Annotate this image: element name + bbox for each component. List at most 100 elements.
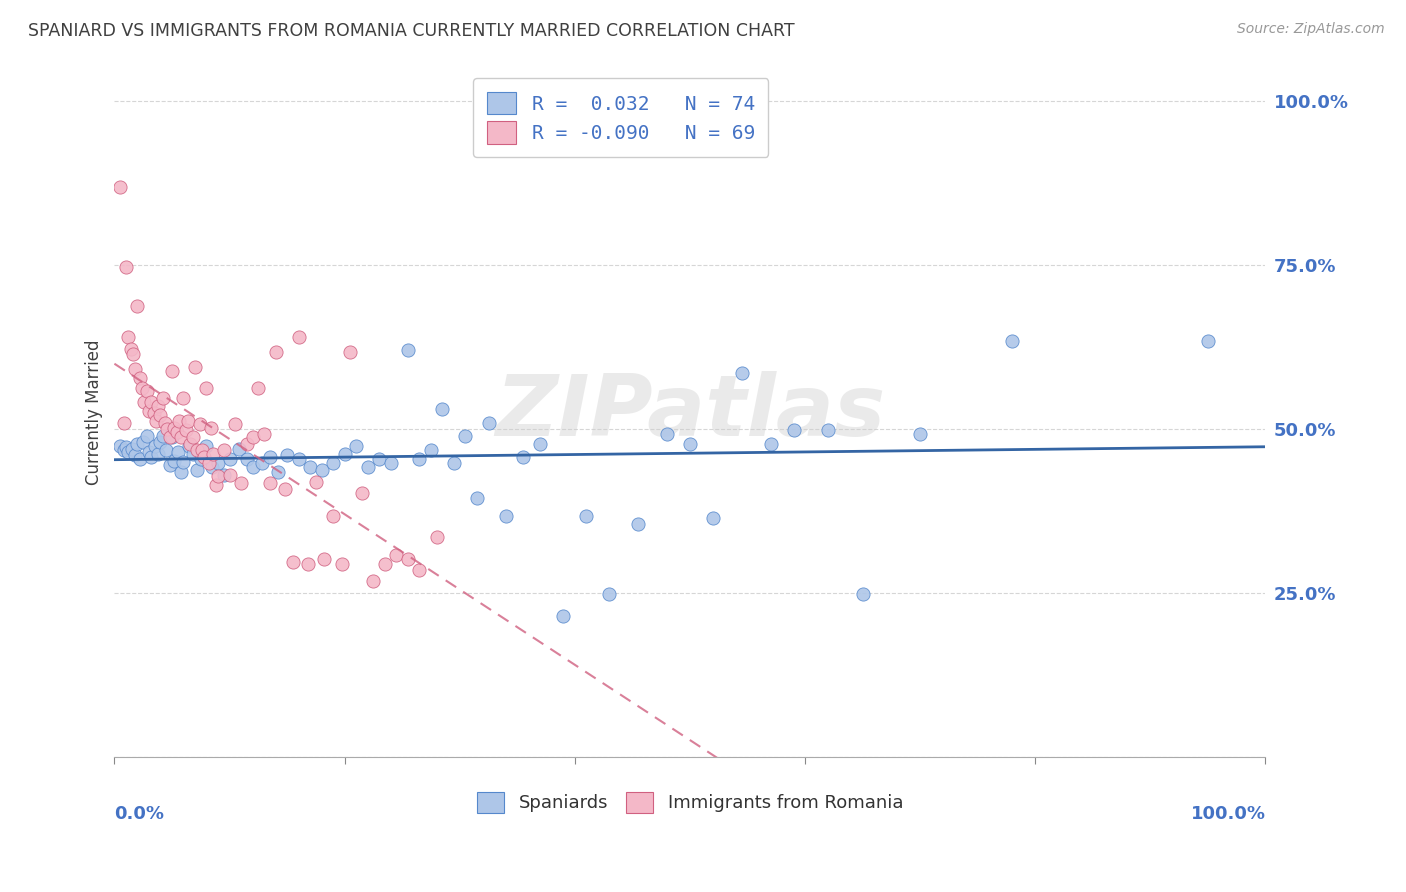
Point: [908, 427, 931, 442]
Point: [195, 382, 218, 396]
Text: SPANIARD VS IMMIGRANTS FROM ROMANIA CURRENTLY MARRIED CORRELATION CHART: SPANIARD VS IMMIGRANTS FROM ROMANIA CURR…: [28, 22, 794, 40]
Point: [229, 475, 252, 490]
Point: [202, 447, 225, 461]
Point: [731, 367, 754, 381]
Point: [305, 475, 328, 489]
Point: [132, 435, 155, 450]
Point: [264, 344, 287, 359]
Point: [408, 563, 430, 577]
Point: [374, 557, 396, 571]
Point: [128, 451, 150, 466]
Point: [146, 399, 169, 413]
Point: [218, 468, 240, 483]
Point: [166, 445, 188, 459]
Point: [627, 517, 650, 532]
Point: [495, 508, 517, 523]
Point: [356, 460, 378, 475]
Point: [152, 391, 174, 405]
Point: [108, 438, 131, 452]
Point: [1001, 334, 1024, 348]
Point: [236, 451, 259, 466]
Point: [141, 450, 163, 464]
Point: [242, 460, 264, 475]
Point: [184, 359, 207, 374]
Point: [174, 424, 197, 438]
Point: [236, 436, 259, 450]
Point: [179, 438, 201, 452]
Point: [1197, 334, 1219, 348]
Point: [201, 460, 224, 475]
Point: [512, 450, 534, 464]
Point: [121, 347, 143, 361]
Point: [186, 443, 208, 458]
Point: [322, 456, 344, 470]
Point: [108, 179, 131, 194]
Point: [250, 456, 273, 470]
Point: [166, 425, 188, 440]
Point: [432, 402, 454, 417]
Text: 100.0%: 100.0%: [1191, 805, 1265, 823]
Point: [477, 416, 499, 430]
Point: [454, 428, 477, 442]
Point: [350, 486, 373, 500]
Point: [124, 361, 146, 376]
Point: [420, 443, 443, 458]
Point: [465, 491, 488, 505]
Point: [702, 510, 724, 524]
Point: [655, 427, 678, 442]
Point: [156, 422, 179, 436]
Point: [181, 430, 204, 444]
Point: [179, 436, 201, 450]
Point: [153, 416, 176, 430]
Point: [385, 548, 408, 562]
Point: [135, 384, 157, 398]
Point: [124, 448, 146, 462]
Point: [299, 460, 322, 475]
Point: [311, 463, 333, 477]
Point: [228, 442, 250, 456]
Point: [322, 508, 344, 523]
Point: [170, 430, 193, 444]
Point: [141, 394, 163, 409]
Point: [242, 430, 264, 444]
Point: [259, 450, 281, 464]
Point: [363, 574, 385, 589]
Point: [120, 342, 142, 356]
Point: [149, 408, 172, 422]
Point: [575, 508, 598, 523]
Point: [287, 330, 309, 344]
Point: [155, 443, 177, 458]
Point: [191, 443, 214, 458]
Point: [759, 436, 782, 450]
Point: [224, 417, 246, 431]
Legend: Spaniards, Immigrants from Romania: Spaniards, Immigrants from Romania: [465, 781, 914, 823]
Point: [212, 468, 235, 483]
Point: [408, 451, 430, 466]
Point: [443, 456, 465, 470]
Point: [339, 344, 361, 359]
Point: [253, 427, 276, 442]
Point: [112, 416, 135, 430]
Point: [368, 451, 391, 466]
Point: [204, 478, 226, 492]
Point: [782, 424, 804, 438]
Point: [181, 447, 204, 461]
Point: [160, 364, 183, 378]
Point: [344, 438, 367, 452]
Text: Source: ZipAtlas.com: Source: ZipAtlas.com: [1237, 22, 1385, 37]
Point: [207, 456, 229, 470]
Point: [127, 299, 149, 313]
Point: [297, 557, 319, 571]
Point: [188, 417, 211, 431]
Point: [177, 414, 200, 428]
Point: [195, 438, 218, 452]
Point: [142, 406, 165, 420]
Point: [163, 421, 186, 435]
Point: [396, 552, 419, 566]
Point: [143, 438, 166, 452]
Point: [134, 394, 156, 409]
Point: [163, 453, 186, 467]
Point: [287, 451, 309, 466]
Text: 0.0%: 0.0%: [114, 805, 165, 823]
Point: [679, 436, 702, 450]
